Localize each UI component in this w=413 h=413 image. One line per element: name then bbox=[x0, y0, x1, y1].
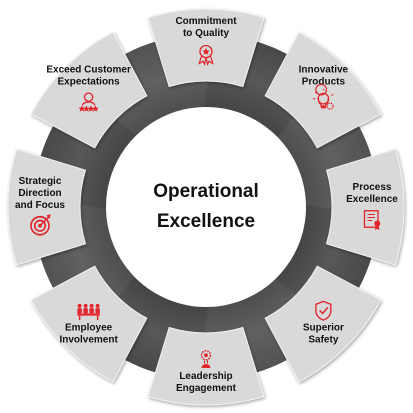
shield-check-icon bbox=[315, 300, 332, 321]
segment-label-line: Excellence bbox=[346, 194, 398, 205]
customer-rating-icon bbox=[78, 92, 99, 112]
center-title-line2: Excellence bbox=[157, 211, 255, 232]
segment-label-line: and Focus bbox=[15, 200, 65, 211]
center-title-line1: Operational bbox=[153, 181, 259, 202]
leader-person-icon bbox=[200, 350, 212, 368]
segment-tile-shape bbox=[30, 265, 148, 383]
segment-label-line: Expectations bbox=[57, 77, 120, 88]
segment-label-line: Direction bbox=[18, 188, 61, 199]
segment-label-line: Innovative bbox=[299, 65, 349, 76]
segment-tile-shape bbox=[30, 31, 148, 149]
team-meeting-icon bbox=[77, 303, 100, 321]
segment-label-line: Commitment bbox=[175, 16, 237, 27]
segment-tile-shape bbox=[7, 148, 87, 266]
segment-label-line: Involvement bbox=[59, 334, 118, 345]
certificate-document-icon bbox=[363, 210, 381, 231]
medal-star-icon bbox=[198, 44, 214, 67]
lightbulb-gear-icon bbox=[312, 83, 334, 110]
segment-label-line: to Quality bbox=[183, 28, 230, 39]
segment-label-line: Engagement bbox=[176, 383, 237, 394]
segment-tile-shape bbox=[325, 148, 405, 266]
segment-label-line: Safety bbox=[308, 334, 338, 345]
segment-label-line: Products bbox=[302, 77, 346, 88]
segment-tile-shape bbox=[264, 265, 382, 383]
segment-label-line: Exceed Customer bbox=[46, 65, 131, 76]
segment-label-line: Employee bbox=[65, 322, 113, 333]
target-arrow-icon bbox=[30, 214, 51, 236]
segment-label-line: Process bbox=[353, 182, 392, 193]
segment-label-line: Strategic bbox=[19, 176, 62, 187]
segment-label-line: Superior bbox=[303, 322, 344, 333]
segment-label-line: Leadership bbox=[179, 371, 232, 382]
center-disc bbox=[106, 107, 306, 307]
